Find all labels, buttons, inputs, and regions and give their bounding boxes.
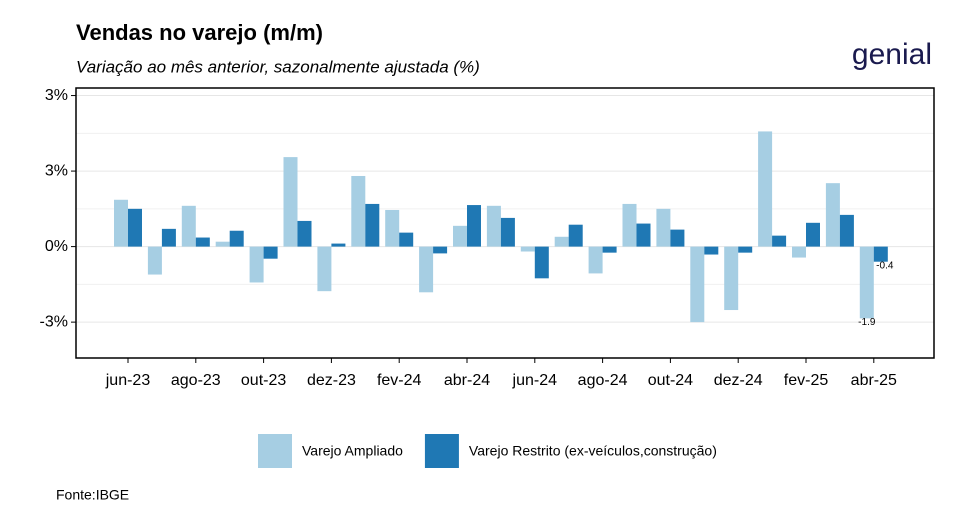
bar (419, 246, 434, 293)
bar (317, 246, 332, 292)
bar (181, 205, 196, 247)
bar (229, 230, 244, 247)
bar (602, 246, 617, 253)
bar (825, 183, 840, 247)
x-tick-label: abr-24 (444, 372, 490, 389)
source: Fonte:IBGE (56, 487, 129, 503)
bar (433, 246, 448, 254)
x-tick-label: abr-25 (851, 372, 897, 389)
bar (263, 246, 278, 259)
x-tick-label: ago-23 (171, 372, 221, 389)
x-tick-label: jun-24 (512, 372, 558, 389)
x-tick-label: fev-25 (784, 372, 829, 389)
bar (704, 246, 719, 255)
bar (670, 229, 685, 247)
bar (385, 209, 400, 247)
x-tick-label: jun-23 (105, 372, 151, 389)
legend-label: Varejo Restrito (ex-veículos,construção) (469, 443, 717, 459)
bar (690, 246, 705, 323)
bar (331, 243, 346, 247)
bar (520, 246, 535, 252)
data-label: -1.9 (858, 317, 876, 328)
x-tick-label: dez-24 (714, 372, 763, 389)
bar (147, 246, 162, 275)
bar (128, 208, 142, 247)
legend-label: Varejo Ampliado (302, 443, 403, 459)
y-tick-label: -3% (40, 313, 68, 330)
bar (554, 236, 569, 247)
bar (297, 220, 312, 247)
bar (839, 214, 854, 247)
y-tick-label: 0% (45, 238, 68, 255)
data-label: -0.4 (876, 260, 894, 271)
x-tick-label: out-23 (241, 372, 286, 389)
bar (467, 205, 481, 247)
bar (453, 225, 467, 247)
bar (500, 217, 515, 247)
bar (114, 199, 128, 247)
bar (636, 223, 651, 247)
bar (738, 246, 753, 253)
bar (486, 205, 501, 247)
legend-swatch (258, 434, 292, 468)
x-tick-label: fev-24 (377, 372, 422, 389)
y-tick-label: 3% (45, 162, 68, 179)
bar (758, 131, 773, 247)
bar (195, 237, 210, 247)
bar (351, 175, 366, 247)
logo: genial (852, 38, 932, 71)
bar (399, 232, 414, 247)
x-tick-label: ago-24 (578, 372, 628, 389)
bar (588, 246, 603, 274)
bar (859, 246, 874, 319)
bar (365, 203, 380, 247)
chart-title: Vendas no varejo (m/m) (76, 20, 323, 45)
bar (724, 246, 739, 311)
y-tick-label: 3% (45, 87, 68, 104)
plot-border (75, 87, 935, 359)
bar (806, 222, 820, 247)
bar (215, 241, 230, 247)
bar (873, 246, 888, 262)
x-tick-label: out-24 (648, 372, 693, 389)
bar (534, 246, 549, 279)
chart-subtitle: Variação ao mês anterior, sazonalmente a… (76, 57, 480, 76)
bar (161, 228, 176, 247)
legend-swatch (424, 434, 459, 468)
bar (656, 208, 671, 247)
bar (568, 224, 583, 247)
bar (283, 157, 298, 247)
bar (772, 235, 787, 247)
bar (792, 246, 806, 258)
bar (249, 246, 264, 283)
x-tick-label: dez-23 (307, 372, 356, 389)
bar (622, 203, 637, 247)
